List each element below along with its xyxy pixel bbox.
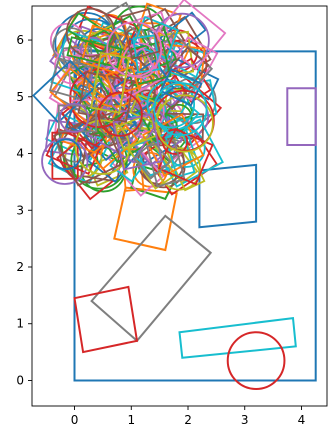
shape-cyan-tilted-rectangle [178, 316, 297, 359]
clutter-rect [113, 59, 175, 117]
y-tick-label: 2 [16, 260, 24, 274]
shape-grey-tilted-rectangle [90, 214, 213, 343]
clutter-circle [106, 21, 163, 78]
x-tick-label: 1 [127, 413, 135, 427]
x-axis-ticks: 0 1 2 3 4 [71, 406, 306, 427]
y-tick-label: 6 [16, 33, 24, 47]
clutter-rect [32, 59, 97, 124]
clutter-rect [142, 31, 214, 103]
clutter-circle [97, 91, 143, 137]
clutter-rect [89, 124, 139, 171]
clutter-circle [50, 138, 82, 171]
clutter-rect [123, 40, 172, 87]
clutter-rect [66, 36, 123, 69]
x-tick-label: 4 [298, 413, 306, 427]
clutter-rect [50, 30, 109, 97]
clutter-rect [141, 113, 205, 177]
clutter-rect [132, 140, 172, 180]
shape-square-right-of-blob [198, 163, 258, 229]
shape-red-circle [226, 331, 286, 390]
clutter-rect [146, 138, 186, 188]
clutter-rect [132, 34, 161, 74]
clutter-blob [32, 0, 227, 201]
clutter-circle [122, 42, 159, 79]
clutter-rect [101, 46, 162, 104]
clutter-rect [132, 15, 180, 60]
clutter-rect [90, 51, 131, 114]
clutter-circle [155, 94, 214, 153]
x-tick-label: 3 [241, 413, 249, 427]
y-tick-label: 5 [16, 90, 24, 104]
clutter-rect [105, 65, 140, 97]
x-tick-label: 0 [71, 413, 79, 427]
clutter-circle [146, 79, 196, 129]
y-tick-label: 4 [16, 147, 24, 161]
clutter-rect [112, 113, 164, 171]
clutter-rect [157, 128, 214, 186]
y-axis-ticks: 0 1 2 3 4 5 6 [16, 33, 32, 387]
clutter-circle [41, 137, 89, 185]
clutter-rect [119, 8, 161, 60]
shape-red-quadrilateral [73, 285, 139, 354]
x-tick-label: 2 [184, 413, 192, 427]
y-tick-label: 1 [16, 317, 24, 331]
clutter-circle [153, 82, 208, 137]
shape-purple-rectangle [286, 87, 317, 146]
y-tick-label: 3 [16, 203, 24, 217]
clutter-rect [56, 138, 115, 201]
clutter-rect [52, 112, 125, 187]
y-tick-label: 0 [16, 373, 24, 387]
clutter-rect [80, 24, 130, 75]
clutter-rect [57, 104, 98, 133]
clutter-circle [59, 102, 90, 133]
